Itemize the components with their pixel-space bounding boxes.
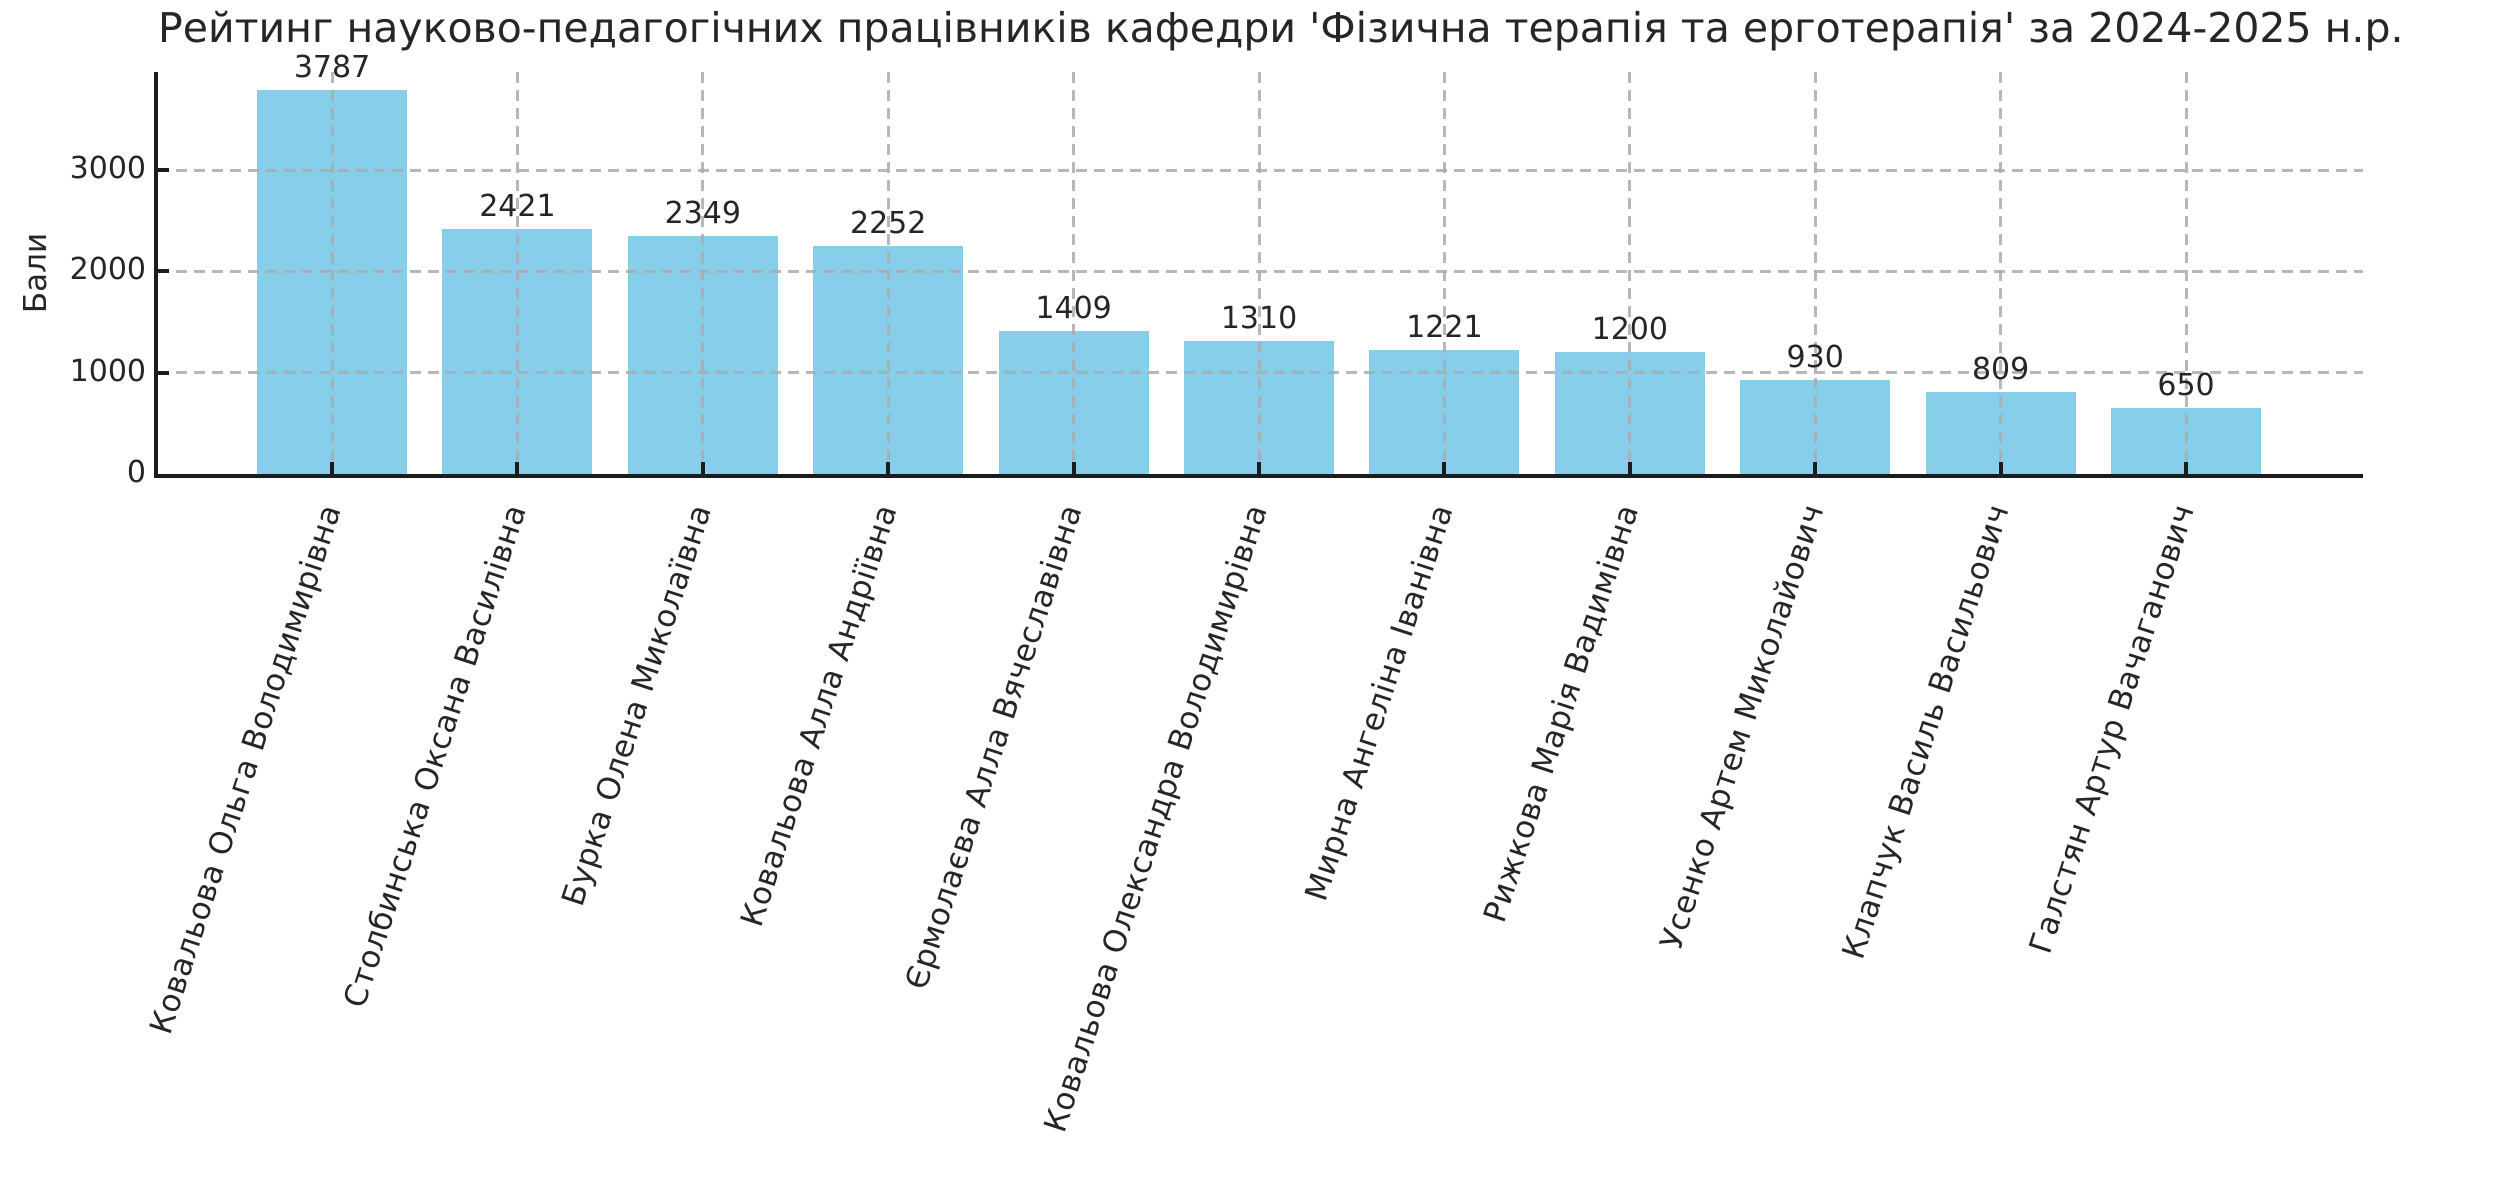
v-gridline — [701, 72, 705, 474]
v-gridline — [330, 72, 334, 474]
x-tick-mark — [700, 462, 705, 474]
bar-value-label: 3787 — [293, 50, 371, 86]
x-tick-mark — [515, 462, 520, 474]
v-gridline — [1813, 72, 1817, 474]
y-tick-label: 1000 — [69, 353, 146, 389]
bar-value-label: 930 — [1786, 339, 1844, 375]
x-tick-label: Усенко Артем Миколайович — [1653, 500, 1832, 954]
chart-title: Рейтинг науково-педагогічних працівників… — [158, 4, 2404, 52]
x-tick-mark — [1442, 462, 1447, 474]
x-tick-mark — [1813, 462, 1818, 474]
y-tick-label: 0 — [126, 455, 146, 490]
x-tick-label: Ковальова Ольга Володимирівна — [142, 500, 349, 1039]
x-tick-label: Мирна Ангеліна Іванівна — [1298, 500, 1461, 906]
x-tick-label: Столбинська Оксана Василівна — [336, 500, 534, 1012]
x-tick-label: Рижкова Марія Вадимівна — [1476, 500, 1647, 927]
v-gridline — [1628, 72, 1632, 474]
bar-value-label: 2349 — [664, 196, 741, 232]
x-tick-label: Ковальова Олександра Володимирівна — [1037, 500, 1276, 1137]
x-tick-mark — [1257, 462, 1261, 474]
x-tick-mark — [330, 462, 334, 474]
bar-value-label: 1409 — [1035, 291, 1112, 327]
v-gridline — [886, 72, 890, 474]
v-gridline — [1442, 72, 1446, 474]
y-tick-label: 2000 — [69, 252, 146, 288]
bar-value-label: 1310 — [1220, 301, 1298, 337]
bar-value-label: 650 — [2157, 368, 2215, 404]
h-gridline — [158, 371, 2363, 375]
h-gridline — [158, 269, 2363, 273]
y-tick-mark — [158, 168, 169, 173]
x-tick-label: Ковальова Алла Андріївна — [733, 500, 905, 931]
x-tick-label: Бурка Олена Миколаївна — [555, 500, 720, 911]
x-tick-mark — [1071, 462, 1076, 474]
v-gridline — [1072, 72, 1076, 474]
x-tick-mark — [886, 462, 891, 474]
bar-value-label: 2252 — [850, 205, 927, 241]
bar-value-label: 2421 — [479, 188, 556, 224]
x-tick-mark — [1998, 462, 2003, 474]
y-tick-label: 3000 — [69, 151, 146, 187]
bar-value-label: 1221 — [1406, 310, 1483, 346]
y-tick-mark — [158, 269, 169, 274]
y-tick-mark — [158, 370, 169, 375]
bar-value-label: 809 — [1971, 352, 2030, 388]
x-tick-mark — [1627, 462, 1632, 474]
plot-area: 3787 2421 2349 2252 1409 1310 1221 1200 930 809 65… — [154, 50, 2363, 478]
v-gridline — [1257, 72, 1261, 474]
v-gridline — [515, 72, 519, 474]
v-gridline — [2184, 72, 2188, 474]
h-gridline — [158, 168, 2363, 172]
x-tick-label: Єрмолаєва Алла Вячеславівна — [898, 500, 1090, 994]
x-tick-label: Галстян Артур Вачаганович — [2022, 500, 2203, 958]
bar-value-label: 1200 — [1591, 312, 1668, 348]
v-gridline — [1999, 72, 2003, 474]
x-tick-mark — [2184, 462, 2188, 474]
x-tick-label: Клапчук Василь Васильович — [1835, 500, 2017, 964]
